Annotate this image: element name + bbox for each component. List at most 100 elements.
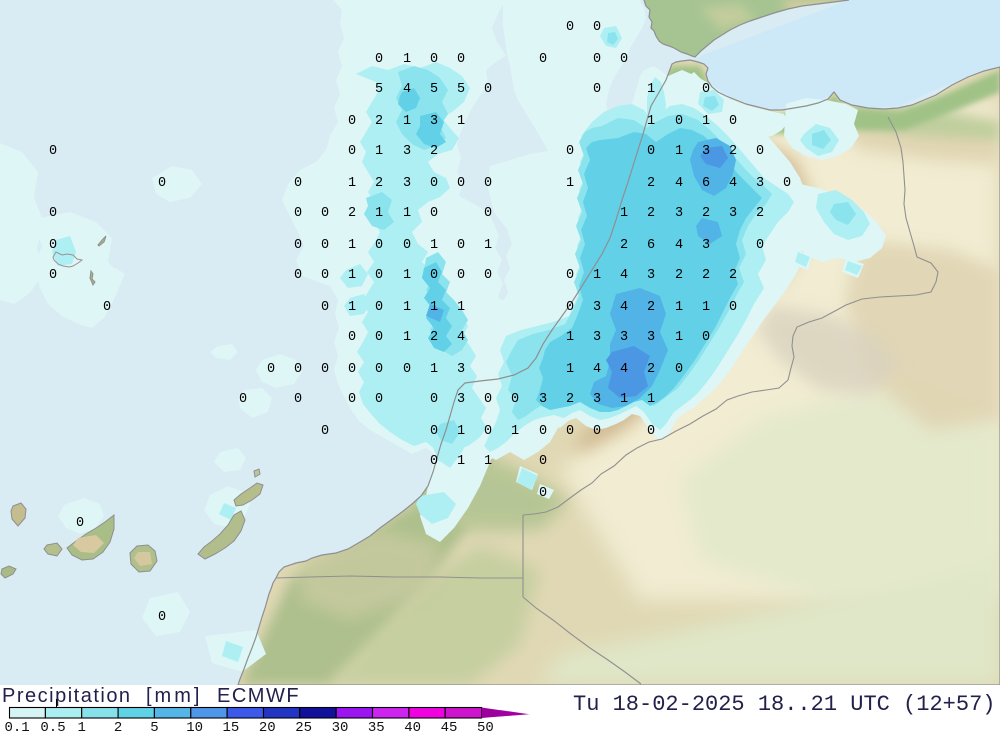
svg-text:2: 2 — [729, 144, 737, 159]
svg-text:25: 25 — [295, 720, 312, 733]
svg-text:30: 30 — [332, 720, 349, 733]
svg-text:1: 1 — [348, 176, 356, 191]
svg-text:1: 1 — [457, 114, 465, 129]
svg-text:2: 2 — [430, 330, 438, 345]
svg-text:0: 0 — [756, 238, 764, 253]
svg-text:1: 1 — [403, 52, 411, 67]
svg-text:2: 2 — [114, 720, 122, 733]
svg-text:4: 4 — [620, 300, 628, 315]
svg-text:0: 0 — [321, 362, 329, 377]
svg-text:1: 1 — [702, 300, 710, 315]
svg-text:0: 0 — [484, 268, 492, 283]
svg-text:1: 1 — [348, 300, 356, 315]
svg-text:0: 0 — [484, 206, 492, 221]
svg-text:0: 0 — [620, 52, 628, 67]
svg-text:1: 1 — [430, 300, 438, 315]
svg-text:1: 1 — [620, 206, 628, 221]
svg-text:0: 0 — [539, 52, 547, 67]
svg-text:3: 3 — [403, 144, 411, 159]
svg-text:0: 0 — [702, 82, 710, 97]
svg-text:0: 0 — [566, 424, 574, 439]
svg-text:0: 0 — [430, 392, 438, 407]
svg-text:5: 5 — [150, 720, 158, 733]
svg-text:1: 1 — [457, 454, 465, 469]
svg-text:0: 0 — [457, 238, 465, 253]
svg-text:0: 0 — [484, 424, 492, 439]
svg-text:0: 0 — [294, 268, 302, 283]
svg-text:1: 1 — [675, 330, 683, 345]
svg-text:1: 1 — [511, 424, 519, 439]
svg-text:0: 0 — [430, 268, 438, 283]
svg-text:0: 0 — [403, 238, 411, 253]
svg-text:1: 1 — [457, 424, 465, 439]
svg-text:3: 3 — [593, 300, 601, 315]
svg-text:0: 0 — [511, 392, 519, 407]
svg-text:1: 1 — [647, 392, 655, 407]
svg-text:0: 0 — [375, 362, 383, 377]
svg-text:0: 0 — [675, 114, 683, 129]
svg-text:0.5: 0.5 — [40, 720, 65, 733]
svg-text:4: 4 — [675, 176, 683, 191]
svg-text:20: 20 — [259, 720, 276, 733]
svg-text:1: 1 — [675, 144, 683, 159]
svg-text:0: 0 — [321, 300, 329, 315]
svg-text:40: 40 — [404, 720, 421, 733]
svg-text:0: 0 — [294, 238, 302, 253]
svg-text:1: 1 — [430, 362, 438, 377]
svg-text:0: 0 — [675, 362, 683, 377]
svg-text:1: 1 — [403, 206, 411, 221]
svg-text:0: 0 — [430, 424, 438, 439]
svg-text:0: 0 — [702, 330, 710, 345]
svg-text:0: 0 — [593, 20, 601, 35]
svg-text:1: 1 — [403, 330, 411, 345]
svg-text:3: 3 — [702, 144, 710, 159]
svg-text:0: 0 — [430, 454, 438, 469]
svg-text:0: 0 — [539, 486, 547, 501]
svg-text:2: 2 — [702, 268, 710, 283]
svg-text:0.1: 0.1 — [4, 720, 29, 733]
svg-text:2: 2 — [756, 206, 764, 221]
svg-text:5: 5 — [457, 82, 465, 97]
svg-text:2: 2 — [647, 300, 655, 315]
svg-text:4: 4 — [593, 362, 601, 377]
svg-text:0: 0 — [430, 52, 438, 67]
svg-text:0: 0 — [484, 392, 492, 407]
svg-text:0: 0 — [49, 206, 57, 221]
svg-text:1: 1 — [375, 206, 383, 221]
svg-text:0: 0 — [647, 424, 655, 439]
svg-text:0: 0 — [348, 362, 356, 377]
svg-text:1: 1 — [77, 720, 85, 733]
svg-text:4: 4 — [403, 82, 411, 97]
svg-text:0: 0 — [539, 454, 547, 469]
svg-text:10: 10 — [186, 720, 203, 733]
svg-text:0: 0 — [375, 392, 383, 407]
svg-text:3: 3 — [702, 238, 710, 253]
svg-text:4: 4 — [457, 330, 465, 345]
svg-text:2: 2 — [375, 114, 383, 129]
svg-text:1: 1 — [566, 362, 574, 377]
svg-text:0: 0 — [783, 176, 791, 191]
svg-text:1: 1 — [593, 268, 601, 283]
svg-text:0: 0 — [321, 206, 329, 221]
svg-text:2: 2 — [647, 206, 655, 221]
svg-text:5: 5 — [375, 82, 383, 97]
svg-text:0: 0 — [321, 238, 329, 253]
svg-text:0: 0 — [484, 82, 492, 97]
svg-text:0: 0 — [294, 176, 302, 191]
svg-text:0: 0 — [348, 114, 356, 129]
svg-text:3: 3 — [539, 392, 547, 407]
svg-text:0: 0 — [158, 176, 166, 191]
svg-text:15: 15 — [222, 720, 239, 733]
svg-text:1: 1 — [484, 454, 492, 469]
svg-text:0: 0 — [457, 52, 465, 67]
svg-text:4: 4 — [620, 362, 628, 377]
svg-text:1: 1 — [620, 392, 628, 407]
svg-text:0: 0 — [375, 268, 383, 283]
svg-text:1: 1 — [403, 300, 411, 315]
svg-text:0: 0 — [375, 238, 383, 253]
svg-text:0: 0 — [348, 392, 356, 407]
svg-text:1: 1 — [566, 330, 574, 345]
svg-text:0: 0 — [267, 362, 275, 377]
svg-text:0: 0 — [593, 424, 601, 439]
svg-text:4: 4 — [675, 238, 683, 253]
